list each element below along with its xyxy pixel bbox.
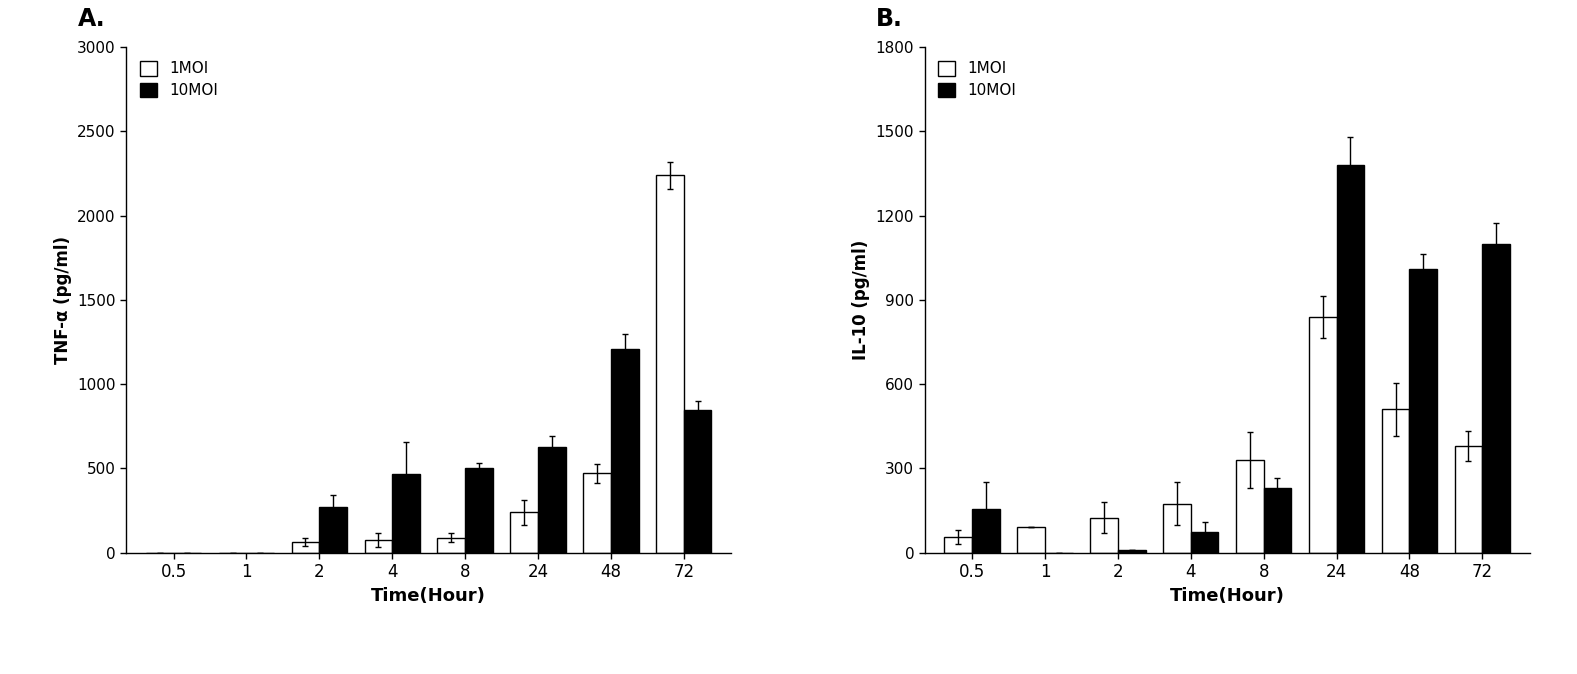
Bar <box>1454 446 1482 553</box>
Bar <box>684 410 711 553</box>
Bar <box>393 474 419 553</box>
Y-axis label: TNF-α (pg/ml): TNF-α (pg/ml) <box>54 236 71 364</box>
Bar <box>1263 488 1292 553</box>
Y-axis label: IL-10 (pg/ml): IL-10 (pg/ml) <box>852 240 871 360</box>
Bar <box>1118 550 1145 553</box>
Bar <box>465 468 492 553</box>
Bar <box>1236 460 1263 553</box>
Bar <box>319 507 347 553</box>
Bar <box>656 175 684 553</box>
Bar <box>583 473 610 553</box>
Legend: 1MOI, 10MOI: 1MOI, 10MOI <box>134 55 224 104</box>
Bar <box>610 348 639 553</box>
Bar <box>971 509 1000 553</box>
Bar <box>1482 244 1511 553</box>
Bar <box>1090 518 1118 553</box>
Bar <box>1410 269 1437 553</box>
Bar <box>511 512 538 553</box>
Bar <box>364 540 393 553</box>
Bar <box>292 542 319 553</box>
Text: B.: B. <box>877 7 904 31</box>
Text: A.: A. <box>77 7 106 31</box>
Bar <box>1017 527 1046 553</box>
Legend: 1MOI, 10MOI: 1MOI, 10MOI <box>932 55 1022 104</box>
Bar <box>1381 409 1410 553</box>
Bar <box>1309 317 1337 553</box>
Bar <box>1191 532 1219 553</box>
Bar <box>1337 165 1364 553</box>
X-axis label: Time(Hour): Time(Hour) <box>1170 586 1285 605</box>
Bar <box>945 537 971 553</box>
X-axis label: Time(Hour): Time(Hour) <box>371 586 486 605</box>
Bar <box>437 537 465 553</box>
Bar <box>538 446 566 553</box>
Bar <box>1164 503 1191 553</box>
